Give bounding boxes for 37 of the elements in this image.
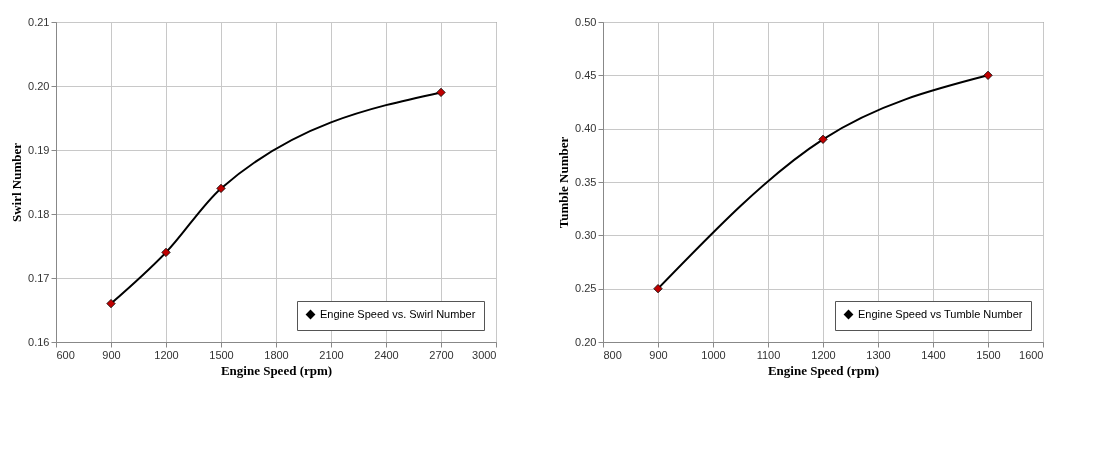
- x-tick-label: 1500: [976, 348, 1001, 361]
- y-tick-label: 0.21: [28, 15, 50, 28]
- y-tick-label: 0.18: [28, 207, 50, 220]
- x-tick-label: 1600: [1019, 348, 1044, 361]
- x-tick-label: 2100: [319, 348, 344, 361]
- x-tick-label: 1400: [921, 348, 946, 361]
- x-tick-label: 2700: [429, 348, 454, 361]
- y-tick-label: 0.35: [575, 175, 597, 188]
- x-axis-title: Engine Speed (rpm): [767, 362, 880, 378]
- x-tick-label: 1200: [154, 348, 179, 361]
- y-tick-label: 0.19: [28, 143, 50, 156]
- y-tick-label: 0.20: [575, 335, 597, 348]
- x-tick-label: 1800: [264, 348, 289, 361]
- x-tick-label: 900: [649, 348, 668, 361]
- y-tick-label: 0.20: [28, 79, 50, 92]
- y-tick-label: 0.40: [575, 122, 597, 135]
- y-tick-label: 0.17: [28, 271, 50, 284]
- x-tick-label: 1500: [209, 348, 234, 361]
- x-tick-label: 3000: [472, 348, 497, 361]
- x-tick-label: 1300: [866, 348, 891, 361]
- x-tick-label: 1200: [811, 348, 836, 361]
- x-axis-title: Engine Speed (rpm): [220, 362, 333, 378]
- y-tick-label: 0.45: [575, 68, 597, 81]
- y-tick-label: 0.30: [575, 228, 597, 241]
- y-tick-label: 0.25: [575, 282, 597, 295]
- y-tick-label: 0.50: [575, 15, 597, 28]
- x-tick-label: 800: [603, 348, 622, 361]
- x-tick-label: 900: [102, 348, 121, 361]
- x-tick-label: 1100: [756, 348, 781, 361]
- x-tick-label: 600: [56, 348, 75, 361]
- x-tick-label: 2400: [374, 348, 399, 361]
- y-axis-title: Tumble Number: [556, 136, 572, 229]
- legend-label: Engine Speed vs Tumble Number: [858, 307, 1023, 320]
- x-tick-label: 1000: [701, 348, 726, 361]
- y-axis-title: Swirl Number: [9, 142, 25, 223]
- legend-label: Engine Speed vs. Swirl Number: [320, 307, 476, 320]
- y-tick-label: 0.16: [28, 335, 50, 348]
